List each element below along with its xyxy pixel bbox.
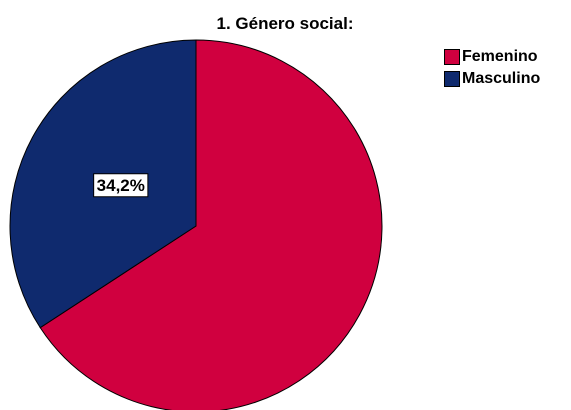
- pie-slice-femenino: [39, 39, 383, 410]
- legend-swatch-masculino: [444, 71, 460, 87]
- legend-label-masculino: Masculino: [462, 70, 541, 87]
- legend-item-femenino: Femenino: [444, 46, 540, 68]
- data-label-masculino: 34,2%: [97, 176, 145, 195]
- legend-item-masculino: Masculino: [444, 68, 540, 90]
- legend-label-femenino: Femenino: [462, 48, 538, 65]
- chart-title: 1. Género social:: [216, 14, 354, 33]
- data-label-box-masculino: [93, 173, 149, 198]
- legend: Femenino Masculino: [444, 46, 540, 90]
- legend-swatch-femenino: [444, 49, 460, 65]
